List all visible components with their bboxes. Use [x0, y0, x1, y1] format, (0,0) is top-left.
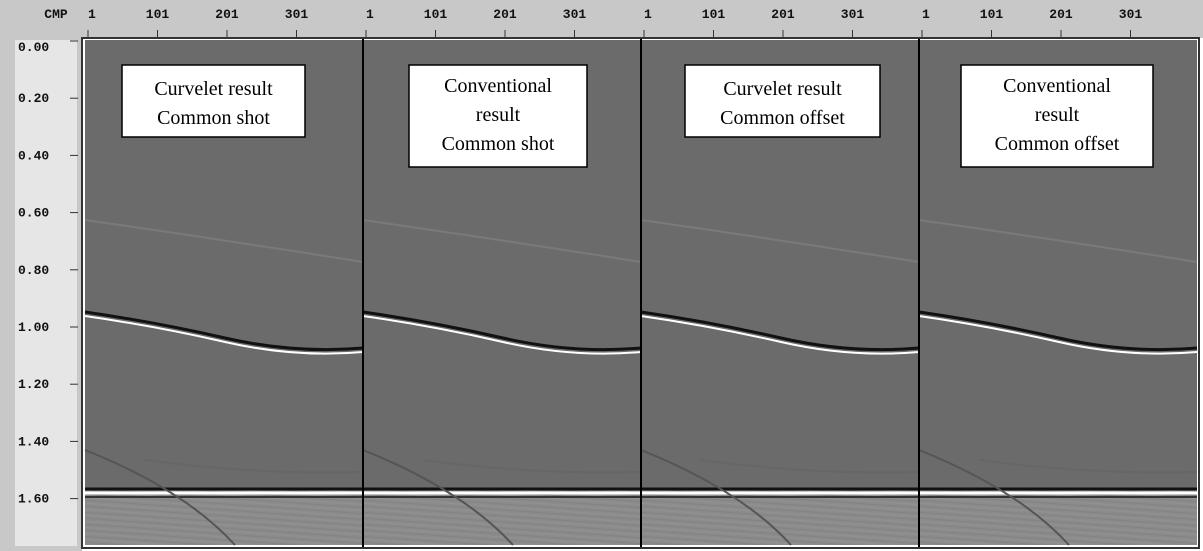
x-tick-label: 301 [285, 7, 309, 22]
x-tick-label: 1 [644, 7, 652, 22]
left-ruler-face [15, 40, 77, 546]
y-tick-label: 1.60 [18, 492, 49, 507]
label-line: Common shot [442, 133, 555, 155]
y-tick-label: 0.20 [18, 91, 49, 106]
y-tick-label: 0.00 [18, 40, 49, 55]
label-line: Conventional [444, 75, 552, 97]
x-tick-label: 301 [841, 7, 865, 22]
label-line: Common shot [157, 107, 270, 129]
x-tick-label: 301 [1119, 7, 1143, 22]
label-line: result [1035, 104, 1080, 126]
label-line: Common offset [995, 133, 1120, 155]
label-line: Conventional [1003, 75, 1111, 97]
label-line: Common offset [720, 107, 845, 129]
x-tick-label: 301 [563, 7, 587, 22]
x-tick-label: 201 [1049, 7, 1073, 22]
x-tick-label: 1 [88, 7, 96, 22]
x-tick-label: 101 [424, 7, 448, 22]
y-tick-label: 1.20 [18, 377, 49, 392]
top-ruler [0, 0, 1203, 38]
y-tick-label: 0.40 [18, 148, 49, 163]
label-line: Curvelet result [723, 78, 842, 100]
x-tick-label: 101 [980, 7, 1004, 22]
x-tick-label: 1 [366, 7, 374, 22]
y-tick-label: 0.80 [18, 263, 49, 278]
x-tick-label: 201 [215, 7, 239, 22]
x-tick-label: 101 [146, 7, 170, 22]
x-tick-label: 1 [922, 7, 930, 22]
y-tick-label: 1.00 [18, 320, 49, 335]
label-line: Curvelet result [154, 78, 273, 100]
axis-label: CMP [44, 7, 68, 22]
x-tick-label: 201 [771, 7, 795, 22]
y-tick-label: 0.60 [18, 206, 49, 221]
x-tick-label: 101 [702, 7, 726, 22]
label-line: result [476, 104, 521, 126]
y-tick-label: 1.40 [18, 434, 49, 449]
x-tick-label: 201 [493, 7, 517, 22]
seismic-display: CMP Curvelet result Common shot Convention… [0, 0, 1203, 551]
